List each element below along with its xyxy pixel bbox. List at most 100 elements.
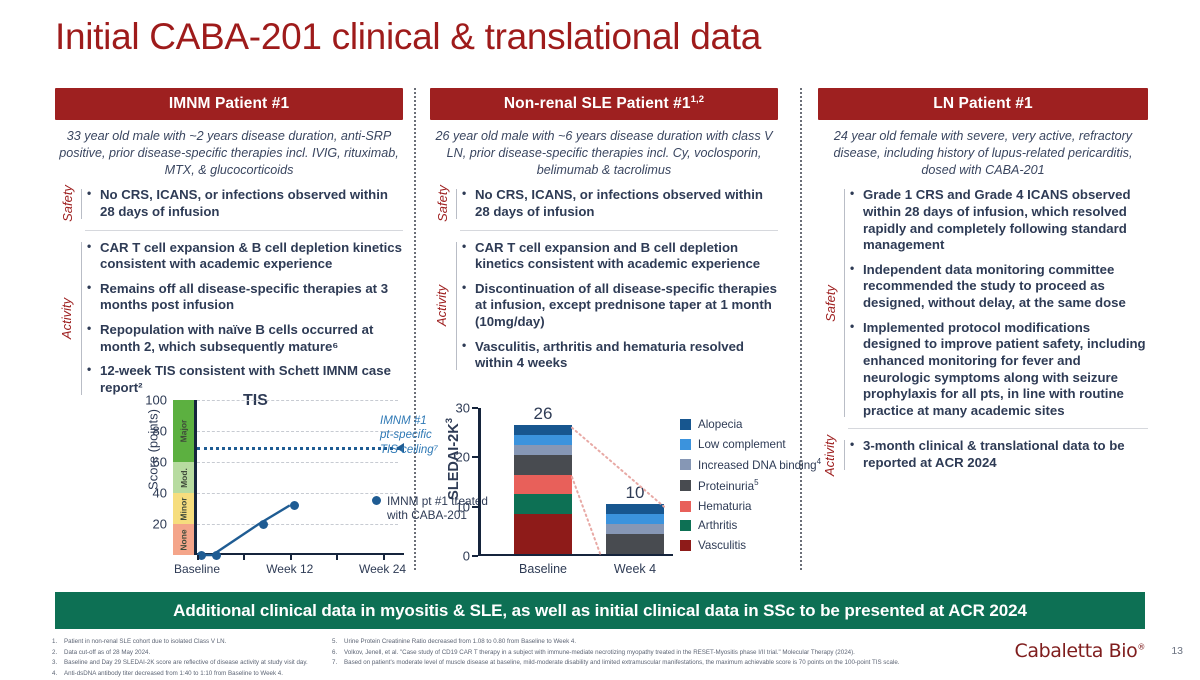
column-subtitle: 33 year old male with ~2 years disease d…	[59, 129, 399, 177]
list-item: 3-month clinical & translational data to…	[848, 437, 1148, 471]
safety-rotated-label: Safety	[822, 284, 838, 322]
sledai-y-tick-label: 30	[455, 400, 470, 416]
safety-bullet-list: No CRS, ICANS, or infections observed wi…	[460, 186, 778, 220]
sledai-bar-segment	[606, 533, 664, 554]
list-item: Remains off all disease-specific therapi…	[85, 280, 403, 314]
sledai-y-tick-mark	[472, 456, 478, 459]
column-header-label: LN Patient #1	[933, 95, 1033, 113]
sledai-legend-item: Alopecia	[680, 418, 821, 431]
tis-ceiling-line-1: IMNM #1	[380, 415, 427, 427]
sledai-legend-swatch-icon	[680, 520, 691, 532]
company-logo: Cabaletta Bio®	[1014, 640, 1145, 662]
tis-series-line	[197, 504, 291, 557]
section-rule	[456, 189, 457, 219]
activity-section: Activity CAR T cell expansion and B cell…	[430, 239, 778, 372]
safety-bullet-list: Grade 1 CRS and Grade 4 ICANS observed w…	[848, 186, 1148, 419]
sledai-decline-connector	[571, 426, 665, 556]
section-rule	[844, 189, 845, 418]
list-item: Vasculitis, arthritis and hematuria reso…	[460, 338, 778, 372]
column-header-imnm: IMNM Patient #1	[55, 88, 403, 121]
sledai-y-tick-mark	[472, 555, 478, 557]
sledai-legend-item: Arthritis	[680, 519, 821, 532]
section-rule	[81, 189, 82, 219]
tis-legend-label-2: with CABA-201	[387, 508, 467, 523]
sledai-legend-swatch-icon	[680, 419, 691, 430]
tis-x-tick-mark	[243, 555, 246, 560]
footnote-text: Based on patient's moderate level of mus…	[344, 659, 900, 667]
footnote-text: Volkov, Jenell, et al. "Case study of CD…	[344, 648, 855, 656]
tis-y-tick-label: 100	[145, 392, 167, 408]
sledai-x-tick-label: Week 4	[613, 562, 657, 576]
tis-x-tick-mark	[289, 555, 292, 560]
footnote-number: 6.	[332, 648, 338, 656]
sledai-y-tick-mark	[472, 505, 478, 508]
tis-legend: IMNM pt #1 treated with CABA-201	[372, 494, 488, 522]
section-rule	[456, 241, 457, 370]
tis-ceiling-line-3: TIS ceiling⁷	[380, 443, 439, 456]
tis-gridline	[197, 524, 398, 525]
sledai-legend-item: Proteinuria5	[680, 478, 821, 493]
sledai-bar-segment	[606, 504, 664, 515]
column-header-sup: 1,2	[690, 94, 705, 105]
sledai-legend-label: Vasculitis	[698, 538, 747, 552]
tis-legend-marker-icon	[372, 496, 381, 505]
column-imnm: IMNM Patient #1 33 year old male with ~2…	[55, 88, 403, 397]
footnote-number: 5.	[332, 638, 338, 645]
tis-x-tick-label: Week 24	[358, 562, 407, 576]
tis-severity-band: Major	[173, 400, 194, 462]
sledai-bar-segment	[514, 454, 572, 475]
tis-x-tick-label: Baseline	[173, 562, 221, 576]
column-header-label: Non-renal SLE Patient #1	[503, 95, 691, 113]
footnote-item: 1. Patient in non-renal SLE cohort due to…	[52, 637, 352, 648]
sledai-y-tick-label: 0	[462, 548, 470, 564]
tis-plot-area: None Minor Mod. Major 20 40 60 80 100	[145, 393, 404, 560]
sledai-legend-swatch-icon	[680, 500, 691, 512]
footnote-text: Data cut-off as of 28 May 2024.	[64, 648, 151, 656]
sledai-bar-segment	[514, 494, 572, 515]
tis-severity-band: Mod.	[173, 462, 194, 493]
sledai-legend-label: Hematuria	[698, 499, 752, 513]
footnote-item: 7. Based on patient's moderate level of m…	[332, 658, 1032, 669]
sledai-legend-swatch-icon	[680, 480, 691, 492]
sledai-y-tick-label: 20	[455, 449, 470, 465]
list-item: No CRS, ICANS, or infections observed wi…	[85, 186, 403, 220]
tis-gridline	[197, 431, 398, 432]
column-header-non-renal-sle: Non-renal SLE Patient #11,2	[430, 88, 778, 121]
sledai-legend-swatch-icon	[680, 539, 691, 551]
tis-severity-band: Minor	[173, 493, 194, 524]
footnote-number: 2.	[52, 648, 58, 656]
footnote-item: 3. Baseline and Day 29 SLEDAI-2K score ar…	[52, 658, 352, 669]
list-item: 12-week TIS consistent with Schett IMNM …	[85, 362, 403, 396]
tis-ceiling-arrow-icon	[396, 442, 404, 453]
sledai-plot-area: 0 10 20 30 26 10	[456, 401, 673, 564]
footnote-text: Baseline and Day 29 SLEDAI-2K score are …	[64, 659, 308, 667]
tis-ceiling-line-2: pt-specific	[380, 429, 432, 442]
tis-severity-band: None	[173, 524, 194, 555]
column-ln: LN Patient #1 24 year old female with se…	[818, 88, 1148, 476]
sledai-bar-total-label: 10	[625, 482, 645, 502]
section-rule	[81, 241, 82, 395]
footer-banner: Additional clinical data in myositis & S…	[55, 592, 1145, 629]
sledai-stacked-bar	[514, 425, 572, 554]
footnote-item: 4. Anti-dsDNA antibody titer decreased fr…	[52, 669, 352, 680]
activity-bullet-list: CAR T cell expansion & B cell depletion …	[85, 239, 403, 397]
sledai-x-tick-label: Baseline	[519, 562, 567, 576]
tis-gridline	[197, 462, 398, 463]
list-item: Grade 1 CRS and Grade 4 ICANS observed w…	[848, 186, 1148, 254]
tis-chart: TIS Score (points) None Minor Mod. Major 20 4…	[125, 390, 488, 585]
footnote-item: 6. Volkov, Jenell, et al. "Case study of …	[332, 648, 1032, 659]
footnotes-right: 5. Urine Protein Creatinine Ratio decreas…	[332, 637, 1032, 669]
activity-rotated-label: Activity	[434, 285, 450, 327]
tis-y-tick-label: 20	[152, 516, 167, 532]
column-separator-1	[414, 88, 416, 570]
sledai-legend-swatch-icon	[680, 458, 691, 470]
footnote-number: 4.	[52, 669, 58, 677]
footnote-text: Patient in non-renal SLE cohort due to i…	[64, 638, 227, 645]
column-header-ln: LN Patient #1	[818, 88, 1148, 121]
column-header-label: IMNM Patient #1	[168, 95, 290, 113]
sledai-legend-label: Increased DNA binding4	[698, 457, 822, 472]
list-item: Independent data monitoring committee re…	[848, 261, 1148, 312]
sledai-legend-item: Hematuria	[680, 500, 821, 513]
column-subtitle: 24 year old female with severe, very act…	[833, 129, 1133, 177]
sledai-legend: Alopecia Low complement Increased DNA bind…	[680, 418, 821, 558]
